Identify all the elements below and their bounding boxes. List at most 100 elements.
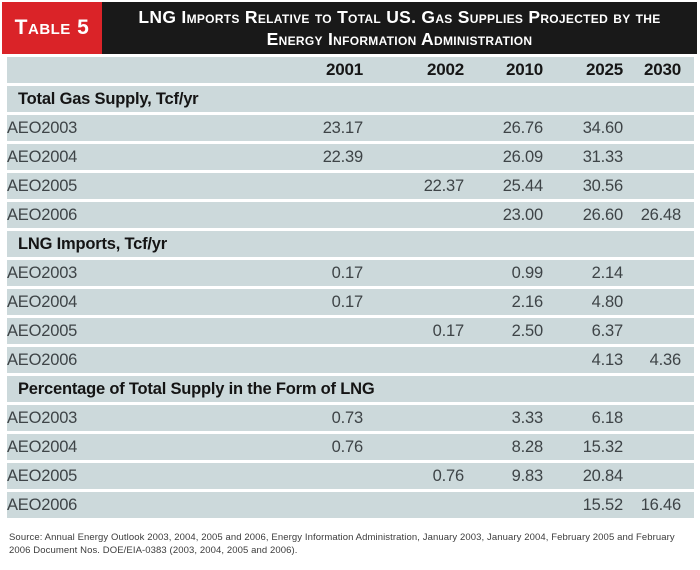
value-cell: 23.17: [283, 115, 363, 141]
year-column-header: 2002: [363, 57, 464, 83]
table-title: LNG Imports Relative to Total US. Gas Su…: [102, 2, 697, 54]
value-cell: 4.36: [623, 347, 681, 373]
value-cell: 25.44: [464, 173, 543, 199]
section-header-row: LNG Imports, Tcf/yr: [7, 231, 694, 257]
value-cell: 4.13: [543, 347, 623, 373]
value-cell: [363, 202, 464, 228]
row-label: AEO2005: [7, 173, 283, 199]
table-row: AEO2006 15.52 16.46: [7, 492, 694, 518]
row-end-spacer: [681, 289, 694, 315]
value-cell: 20.84: [543, 463, 623, 489]
source-note: Source: Annual Energy Outlook 2003, 2004…: [9, 532, 675, 556]
value-cell: 16.46: [623, 492, 681, 518]
value-cell: 2.14: [543, 260, 623, 286]
value-cell: [283, 202, 363, 228]
value-cell: 0.99: [464, 260, 543, 286]
row-label: AEO2005: [7, 463, 283, 489]
section-title: Percentage of Total Supply in the Form o…: [7, 376, 694, 402]
value-cell: 2.50: [464, 318, 543, 344]
year-column-header: 2030: [623, 57, 681, 83]
value-cell: 26.09: [464, 144, 543, 170]
row-end-spacer: [681, 318, 694, 344]
value-cell: 26.48: [623, 202, 681, 228]
row-label: AEO2003: [7, 260, 283, 286]
year-header-spacer: [7, 57, 283, 83]
value-cell: [363, 260, 464, 286]
year-column-header: 2001: [283, 57, 363, 83]
table-title-line2: Energy Information Administration: [266, 29, 533, 49]
row-end-spacer: [681, 202, 694, 228]
table-header-bar: Table 5 LNG Imports Relative to Total US…: [2, 2, 697, 54]
value-cell: 23.00: [464, 202, 543, 228]
value-cell: 8.28: [464, 434, 543, 460]
value-cell: [283, 318, 363, 344]
table-row: AEO2005 22.37 25.44 30.56: [7, 173, 694, 199]
value-cell: [363, 405, 464, 431]
row-end-spacer: [681, 173, 694, 199]
row-end-spacer: [681, 347, 694, 373]
value-cell: 0.17: [283, 260, 363, 286]
value-cell: [363, 434, 464, 460]
row-end-spacer: [681, 115, 694, 141]
value-cell: 6.18: [543, 405, 623, 431]
row-end-spacer: [681, 260, 694, 286]
value-cell: 34.60: [543, 115, 623, 141]
section-title: Total Gas Supply, Tcf/yr: [7, 86, 694, 112]
row-label: AEO2006: [7, 202, 283, 228]
year-header-row: 2001 2002 2010 2025 2030: [7, 57, 694, 83]
value-cell: [623, 260, 681, 286]
value-cell: [363, 492, 464, 518]
section-header-row: Total Gas Supply, Tcf/yr: [7, 86, 694, 112]
value-cell: [623, 405, 681, 431]
value-cell: [623, 144, 681, 170]
row-end-spacer: [681, 434, 694, 460]
row-label: AEO2004: [7, 144, 283, 170]
table-row: AEO2003 0.17 0.99 2.14: [7, 260, 694, 286]
value-cell: [623, 434, 681, 460]
section-header-row: Percentage of Total Supply in the Form o…: [7, 376, 694, 402]
value-cell: [363, 289, 464, 315]
value-cell: 6.37: [543, 318, 623, 344]
value-cell: [283, 347, 363, 373]
table-row: AEO2006 4.13 4.36: [7, 347, 694, 373]
table-row: AEO2004 0.17 2.16 4.80: [7, 289, 694, 315]
value-cell: 0.76: [283, 434, 363, 460]
value-cell: [283, 173, 363, 199]
row-end-spacer: [681, 57, 694, 83]
value-cell: 15.32: [543, 434, 623, 460]
table-row: AEO2004 0.76 8.28 15.32: [7, 434, 694, 460]
value-cell: [363, 115, 464, 141]
value-cell: 0.17: [363, 318, 464, 344]
table-row: AEO2003 23.17 26.76 34.60: [7, 115, 694, 141]
value-cell: 30.56: [543, 173, 623, 199]
row-end-spacer: [681, 144, 694, 170]
row-label: AEO2005: [7, 318, 283, 344]
value-cell: [623, 463, 681, 489]
value-cell: 22.39: [283, 144, 363, 170]
row-label: AEO2006: [7, 347, 283, 373]
value-cell: 31.33: [543, 144, 623, 170]
table-row: AEO2005 0.17 2.50 6.37: [7, 318, 694, 344]
value-cell: 3.33: [464, 405, 543, 431]
value-cell: [623, 115, 681, 141]
row-label: AEO2003: [7, 405, 283, 431]
value-cell: [363, 347, 464, 373]
row-label: AEO2004: [7, 289, 283, 315]
year-column-header: 2025: [543, 57, 623, 83]
row-label: AEO2003: [7, 115, 283, 141]
table-number-badge: Table 5: [2, 2, 102, 54]
table-row: AEO2004 22.39 26.09 31.33: [7, 144, 694, 170]
table-title-line1: LNG Imports Relative to Total US. Gas Su…: [138, 7, 661, 27]
value-cell: 15.52: [543, 492, 623, 518]
value-cell: 0.73: [283, 405, 363, 431]
value-cell: 22.37: [363, 173, 464, 199]
value-cell: 26.60: [543, 202, 623, 228]
value-cell: [464, 492, 543, 518]
table-row: AEO2005 0.76 9.83 20.84: [7, 463, 694, 489]
year-column-header: 2010: [464, 57, 543, 83]
section-title: LNG Imports, Tcf/yr: [7, 231, 694, 257]
value-cell: [363, 144, 464, 170]
value-cell: [623, 318, 681, 344]
value-cell: 0.76: [363, 463, 464, 489]
table-row: AEO2006 23.00 26.60 26.48: [7, 202, 694, 228]
